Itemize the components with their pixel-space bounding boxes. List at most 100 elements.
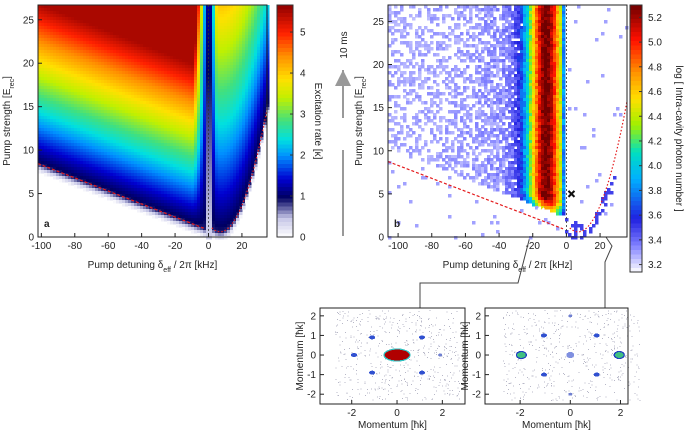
heat-cell bbox=[221, 236, 225, 240]
heat-cell bbox=[83, 176, 87, 180]
heat-cell bbox=[110, 23, 114, 27]
heat-cell bbox=[221, 203, 225, 207]
heat-cell bbox=[98, 47, 102, 51]
heat-cell bbox=[215, 131, 219, 135]
heat-cell bbox=[50, 161, 54, 165]
heat-cell bbox=[119, 170, 123, 174]
heat-cell bbox=[209, 197, 213, 201]
heat-cell bbox=[248, 62, 252, 66]
heat-cell bbox=[110, 20, 114, 24]
heat-cell bbox=[149, 173, 153, 177]
heat-cell bbox=[173, 203, 177, 207]
heat-cell bbox=[158, 11, 162, 15]
heat-cell bbox=[218, 62, 222, 66]
heat-cell bbox=[140, 173, 144, 177]
heat-cell bbox=[185, 182, 189, 186]
heat-cell bbox=[194, 155, 198, 159]
heat-cell bbox=[83, 92, 87, 96]
heat-cell bbox=[194, 140, 198, 144]
heat-cell bbox=[182, 65, 186, 69]
heat-cell bbox=[146, 158, 150, 162]
heat-cell bbox=[245, 152, 249, 156]
heat-cell bbox=[185, 110, 189, 114]
heat-cell bbox=[170, 143, 174, 147]
heat-cell bbox=[188, 194, 192, 198]
heat-cell bbox=[167, 5, 171, 9]
heat-cell bbox=[140, 5, 144, 9]
heat-cell bbox=[194, 83, 198, 87]
heat-cell bbox=[233, 140, 237, 144]
heat-cell bbox=[80, 161, 84, 165]
heat-cell bbox=[197, 164, 201, 168]
heat-cell bbox=[236, 38, 240, 42]
heat-cell bbox=[221, 167, 225, 171]
heat-cell bbox=[209, 35, 213, 39]
heat-cell bbox=[218, 101, 222, 105]
heat-cell bbox=[116, 74, 120, 78]
heat-cell bbox=[242, 185, 246, 189]
heat-cell bbox=[170, 71, 174, 75]
heat-cell bbox=[113, 56, 117, 60]
heat-cell bbox=[122, 98, 126, 102]
heat-cell bbox=[86, 143, 90, 147]
heat-cell bbox=[128, 167, 132, 171]
heat-cell bbox=[137, 104, 141, 108]
heat-cell bbox=[242, 56, 246, 60]
heat-cell bbox=[77, 29, 81, 33]
heat-cell bbox=[158, 95, 162, 99]
heat-cell bbox=[194, 86, 198, 90]
heat-cell bbox=[71, 98, 75, 102]
heat-cell bbox=[77, 146, 81, 150]
heat-cell bbox=[218, 131, 222, 135]
heat-cell bbox=[74, 161, 78, 165]
heat-cell bbox=[218, 65, 222, 69]
heat-cell bbox=[164, 194, 168, 198]
heat-cell bbox=[143, 5, 147, 9]
heat-cell bbox=[44, 146, 48, 150]
heat-cell bbox=[71, 77, 75, 81]
heat-cell bbox=[188, 62, 192, 66]
heat-cell bbox=[200, 65, 204, 69]
heat-cell bbox=[254, 50, 258, 54]
heat-cell bbox=[38, 35, 42, 39]
heat-cell bbox=[191, 71, 195, 75]
heat-cell bbox=[41, 110, 45, 114]
heat-cell bbox=[92, 149, 96, 153]
heat-cell bbox=[98, 125, 102, 129]
heat-cell bbox=[38, 65, 42, 69]
heat-cell bbox=[89, 68, 93, 72]
heat-cell bbox=[113, 110, 117, 114]
heat-cell bbox=[95, 185, 99, 189]
heat-cell bbox=[119, 29, 123, 33]
heat-cell bbox=[44, 50, 48, 54]
heat-cell bbox=[41, 128, 45, 132]
heat-cell bbox=[77, 164, 81, 168]
heat-cell bbox=[101, 23, 105, 27]
heat-cell bbox=[143, 8, 147, 12]
heat-cell bbox=[149, 164, 153, 168]
heat-cell bbox=[236, 152, 240, 156]
heat-cell bbox=[197, 26, 201, 30]
heat-cell bbox=[200, 20, 204, 24]
heat-cell bbox=[188, 35, 192, 39]
heat-cell bbox=[185, 68, 189, 72]
heat-cell bbox=[128, 26, 132, 30]
heat-cell bbox=[113, 137, 117, 141]
heat-cell bbox=[224, 92, 228, 96]
heat-cell bbox=[209, 233, 213, 237]
heat-cell bbox=[116, 185, 120, 189]
heat-cell bbox=[203, 107, 207, 111]
heat-cell bbox=[149, 200, 153, 204]
heat-cell bbox=[224, 53, 228, 57]
heat-cell bbox=[200, 68, 204, 72]
heat-cell bbox=[179, 119, 183, 123]
heat-cell bbox=[44, 20, 48, 24]
heat-cell bbox=[74, 38, 78, 42]
heat-cell bbox=[182, 155, 186, 159]
heat-cell bbox=[83, 41, 87, 45]
heat-cell bbox=[77, 149, 81, 153]
heat-cell bbox=[185, 50, 189, 54]
heat-cell bbox=[254, 146, 258, 150]
heat-cell bbox=[251, 158, 255, 162]
heat-cell bbox=[155, 38, 159, 42]
